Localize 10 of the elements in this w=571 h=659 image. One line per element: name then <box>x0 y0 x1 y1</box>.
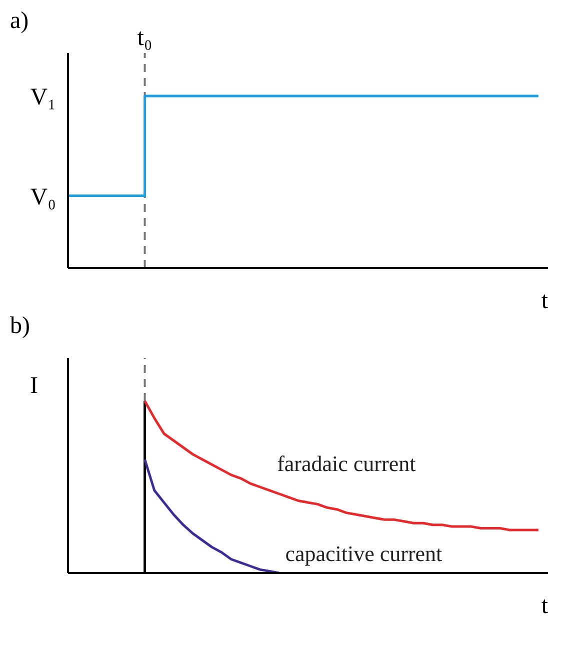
chart-title: b) <box>10 313 30 340</box>
chart-title: a) <box>10 8 29 35</box>
y-axis-title: I <box>30 373 38 400</box>
text: V₁ <box>30 84 56 111</box>
text: V₀ <box>30 184 56 210</box>
series-label: capacitive current <box>285 540 442 566</box>
x-axis-title: t <box>541 593 548 619</box>
x-axis-title: t <box>541 288 548 314</box>
text: t₀ <box>137 25 152 51</box>
series-label: faradaic current <box>277 450 416 476</box>
